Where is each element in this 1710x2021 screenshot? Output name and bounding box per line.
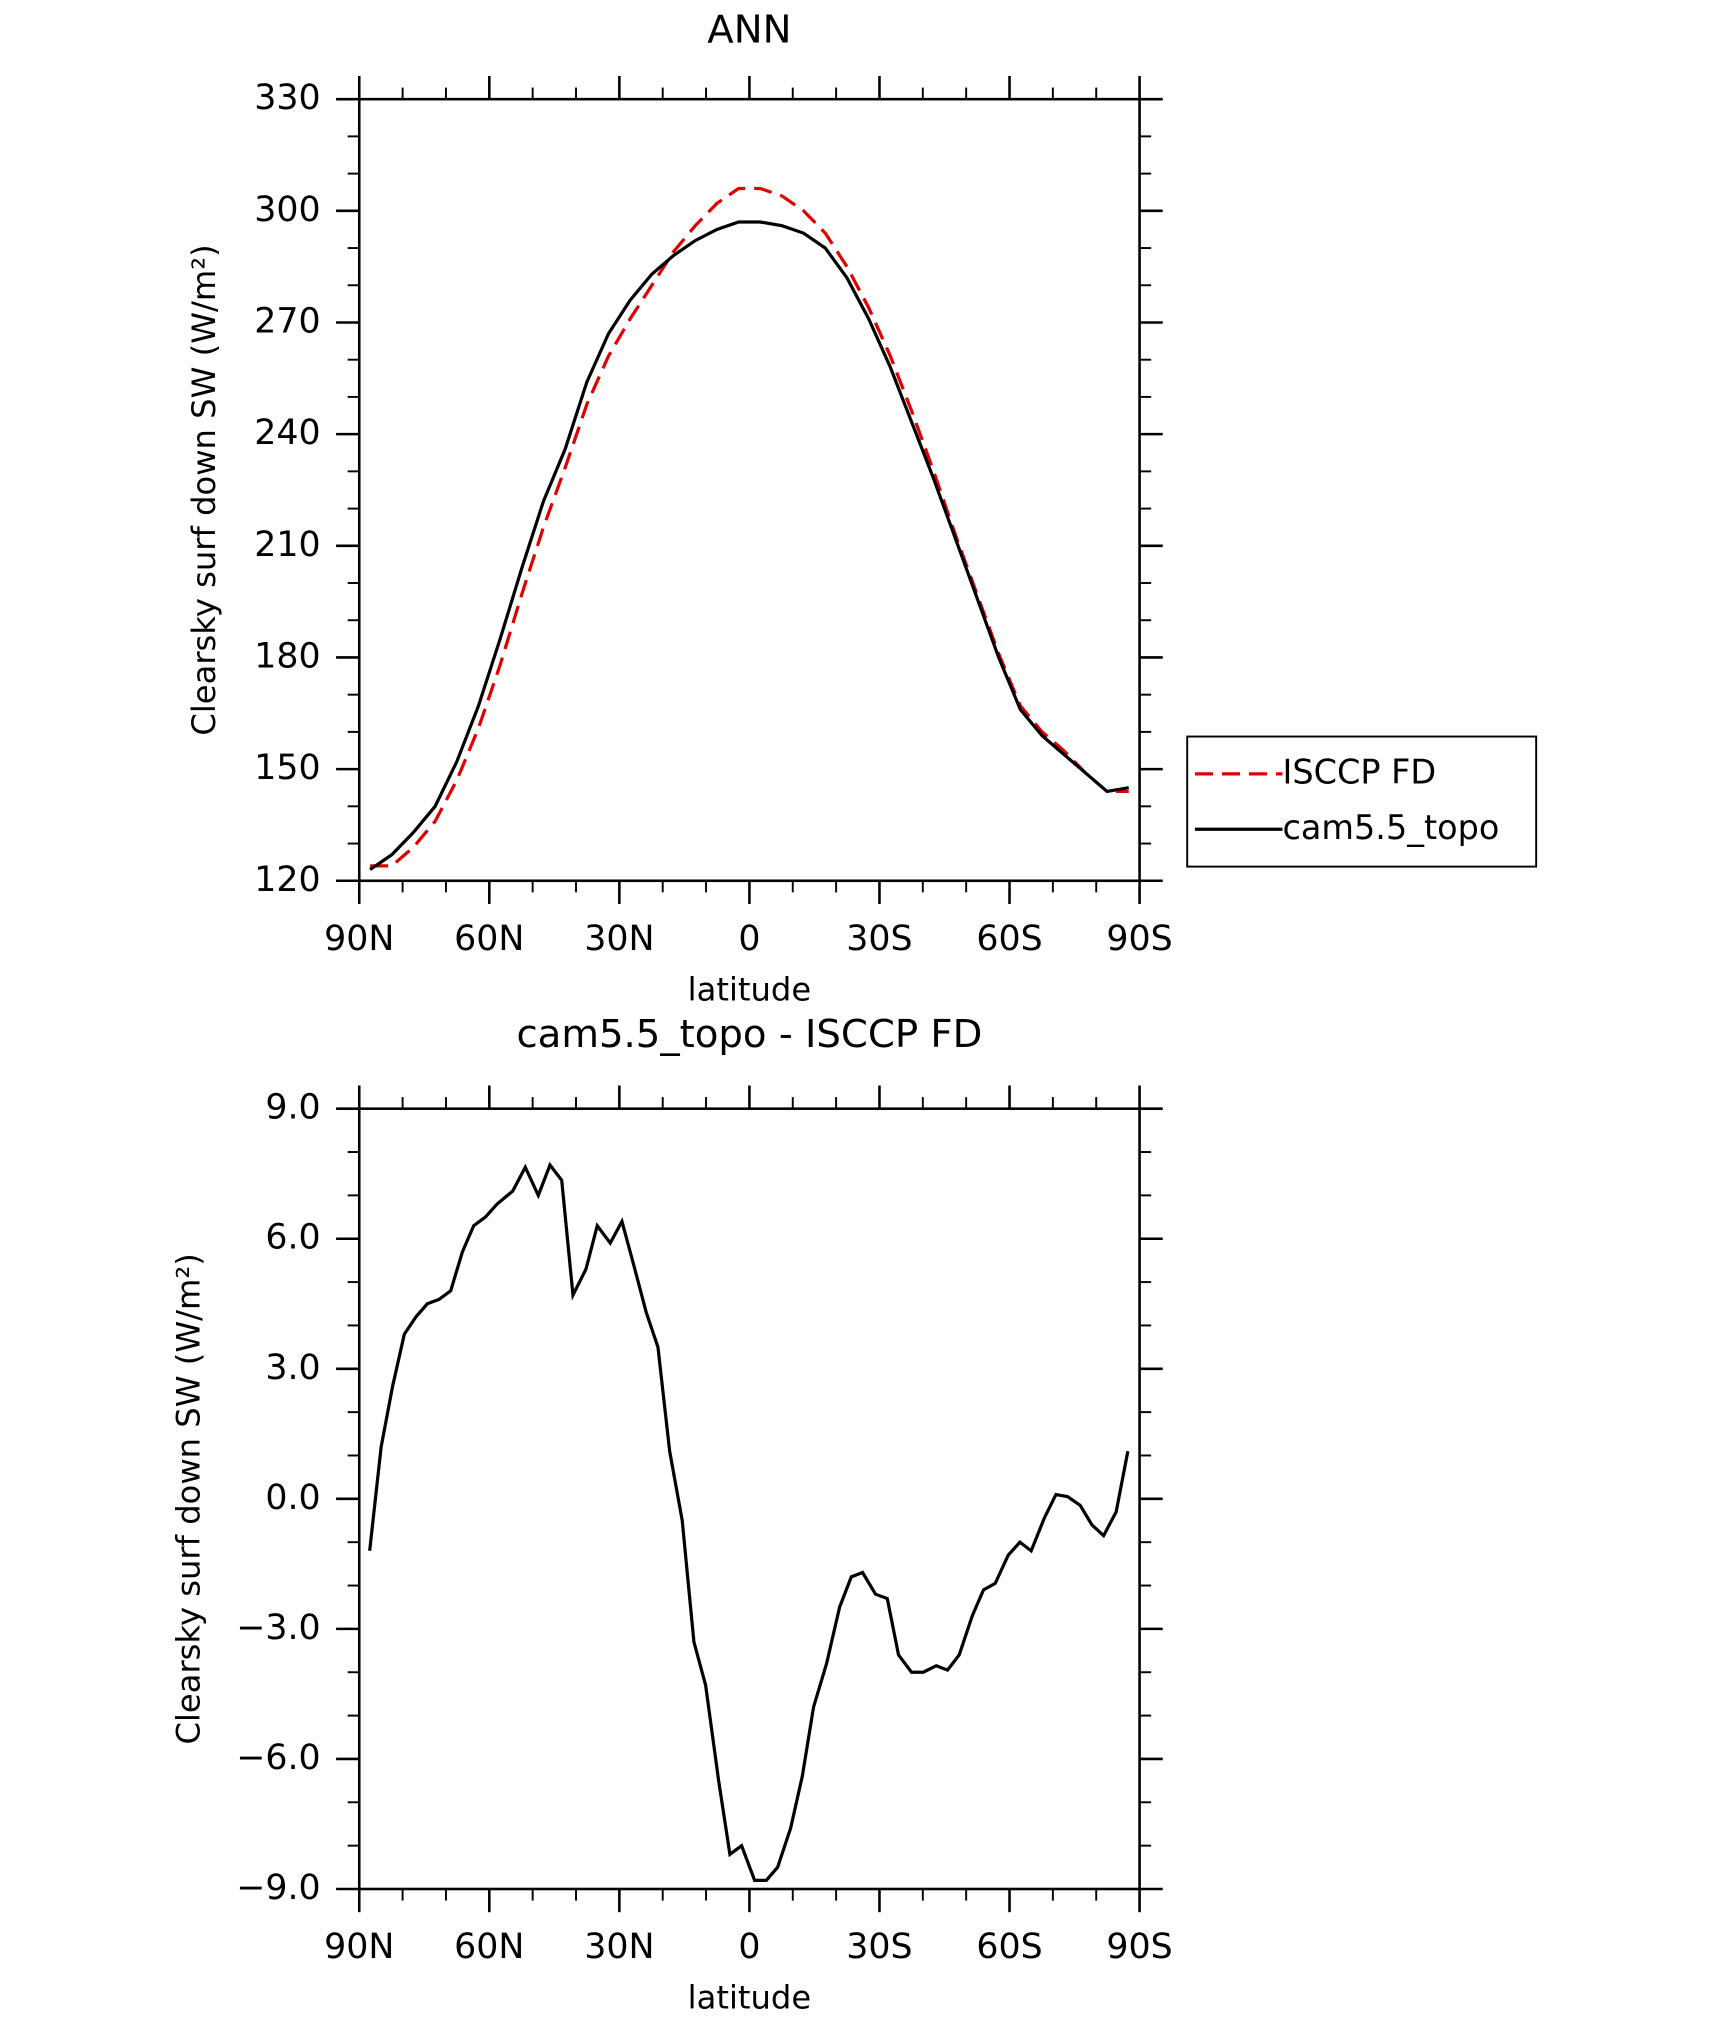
x-tick-label: 0 <box>738 919 760 959</box>
data-line <box>369 220 1130 871</box>
y-axis-label: Clearsky surf down SW (W/m²) <box>170 1253 208 1744</box>
y-tick-label: 300 <box>254 190 320 230</box>
x-tick-label: 90S <box>1106 919 1172 959</box>
data-line <box>368 1161 1130 1882</box>
legend-label: ISCCP FD <box>1283 752 1437 791</box>
x-tick-label: 60S <box>976 1927 1042 1967</box>
y-tick-label: −6.0 <box>236 1738 320 1778</box>
y-tick-label: 3.0 <box>265 1348 320 1388</box>
chart-title: ANN <box>707 8 791 53</box>
x-tick-label: 30S <box>846 919 912 959</box>
x-tick-label: 30S <box>846 1927 912 1967</box>
x-tick-label: 30N <box>584 919 654 959</box>
y-tick-label: 9.0 <box>265 1088 320 1128</box>
y-tick-label: 6.0 <box>265 1218 320 1258</box>
legend-label: cam5.5_topo <box>1283 808 1500 847</box>
x-tick-label: 90S <box>1106 1927 1172 1967</box>
chart-title: cam5.5_topo - ISCCP FD <box>516 1012 982 1057</box>
x-axis-label: latitude <box>688 1979 812 2017</box>
x-tick-label: 30N <box>584 1927 654 1967</box>
legend-box <box>1186 735 1538 868</box>
x-tick-label: 90N <box>324 919 394 959</box>
x-tick-label: 0 <box>738 1927 760 1967</box>
plot-frame <box>357 97 1141 883</box>
y-tick-label: −9.0 <box>236 1868 320 1908</box>
x-tick-label: 90N <box>324 1927 394 1967</box>
data-line <box>370 186 1129 868</box>
y-tick-label: 0.0 <box>265 1478 320 1518</box>
y-tick-label: 240 <box>254 413 320 453</box>
y-tick-label: −3.0 <box>236 1608 320 1648</box>
x-axis-label: latitude <box>688 971 812 1009</box>
x-tick-label: 60S <box>976 919 1042 959</box>
y-tick-label: 210 <box>254 525 320 565</box>
y-tick-label: 120 <box>254 860 320 900</box>
y-axis-label: Clearsky surf down SW (W/m²) <box>185 244 223 735</box>
y-tick-label: 150 <box>254 748 320 788</box>
x-tick-label: 60N <box>454 919 524 959</box>
y-tick-label: 270 <box>254 301 320 341</box>
y-tick-label: 180 <box>254 636 320 676</box>
y-tick-label: 330 <box>254 78 320 118</box>
x-tick-label: 60N <box>454 1927 524 1967</box>
